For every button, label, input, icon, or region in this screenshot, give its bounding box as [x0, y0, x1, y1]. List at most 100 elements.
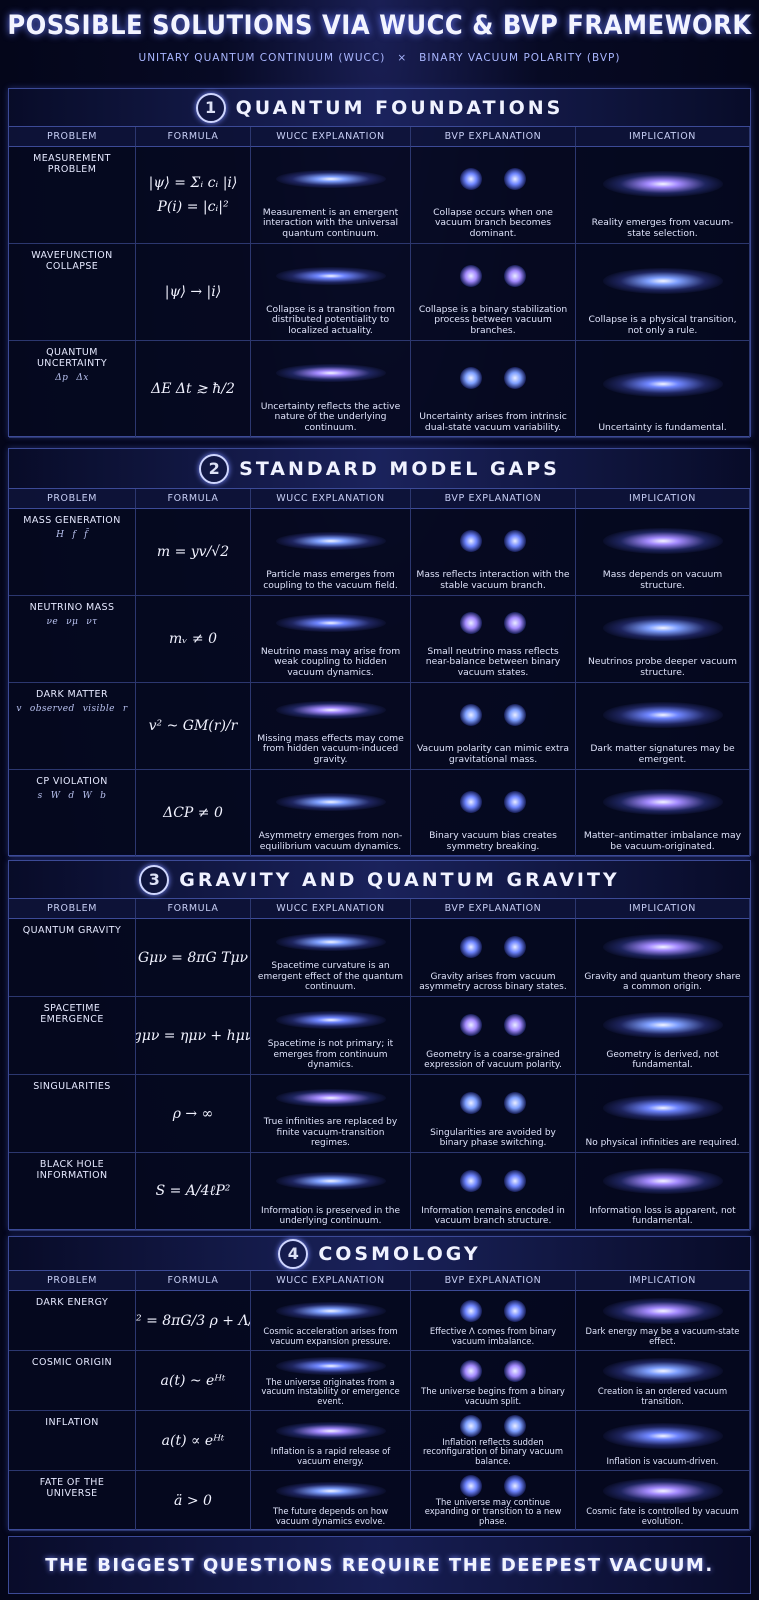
- formula: ρ → ∞: [172, 1105, 214, 1122]
- implication-text: Cosmic fate is controlled by vacuum evol…: [586, 1506, 739, 1527]
- glow-field: [602, 789, 723, 816]
- glow-field: [602, 1011, 723, 1038]
- diagram-labels: Δp Δx: [55, 373, 88, 383]
- problem-cell: QUANTUM GRAVITY: [9, 919, 136, 997]
- wucc-cell: Uncertainty reflects the active nature o…: [251, 341, 411, 438]
- column-header: IMPLICATION: [576, 1271, 750, 1291]
- implication-text: Matter–antimatter imbalance may be vacuu…: [583, 830, 742, 853]
- wucc-cell: Collapse is a transition from distribute…: [251, 244, 411, 341]
- bvp-cell: The universe begins from a binary vacuum…: [411, 1351, 576, 1411]
- formula-cell: S = A/4ℓP²: [136, 1153, 251, 1231]
- illustration: [416, 599, 570, 647]
- problem-cell: QUANTUM UNCERTAINTY Δp Δx: [9, 341, 136, 438]
- bvp-cell: Vacuum polarity can mimic extra gravitat…: [411, 683, 576, 770]
- vacuum-orb: [460, 611, 482, 634]
- vacuum-orb: [460, 167, 482, 190]
- diagram-label: s: [37, 791, 43, 801]
- problem-cell: NEUTRINO MASS νe νμ ντ: [9, 596, 136, 683]
- glow-field: [602, 1477, 723, 1504]
- vacuum-orb: [460, 1013, 482, 1036]
- diagram-label: νμ: [66, 617, 79, 627]
- implication-cell: Neutrinos probe deeper vacuum structure.: [576, 596, 750, 683]
- bvp-cell: Mass reflects interaction with the stabl…: [411, 509, 576, 596]
- column-header: WUCC EXPLANATION: [251, 1271, 411, 1291]
- glow-field: [275, 1301, 386, 1320]
- implication-text: Reality emerges from vacuum-state select…: [591, 217, 734, 240]
- formula: mᵥ ≠ 0: [168, 631, 218, 647]
- illustration: [581, 1156, 744, 1206]
- wucc-cell: The future depends on how vacuum dynamic…: [251, 1471, 411, 1531]
- implication-text: Geometry is derived, not fundamental.: [606, 1049, 719, 1071]
- formula-cell: |ψ⟩ → |i⟩: [136, 244, 251, 341]
- glow-field: [275, 932, 386, 951]
- column-header: PROBLEM: [9, 899, 136, 919]
- glow-field: [602, 1095, 723, 1122]
- illustration: [256, 1474, 405, 1507]
- implication-cell: Creation is an ordered vacuum transition…: [576, 1351, 750, 1411]
- wucc-cell: Cosmic acceleration arises from vacuum e…: [251, 1291, 411, 1351]
- bvp-text: The universe may continue expanding or t…: [424, 1496, 562, 1527]
- diagram-label: W: [82, 791, 93, 801]
- glow-field: [602, 268, 723, 295]
- bvp-cell: Information remains encoded in vacuum br…: [411, 1153, 576, 1231]
- illustration: [416, 1354, 570, 1387]
- bvp-text: Information remains encoded in vacuum br…: [421, 1205, 565, 1227]
- formula: P(i) = |cᵢ|²: [157, 199, 229, 215]
- formula: ΔE Δt ≳ ħ/2: [151, 381, 235, 397]
- bvp-text: Collapse is a binary stabilization proce…: [418, 303, 568, 337]
- bvp-text: Geometry is a coarse-grained expression …: [424, 1049, 562, 1071]
- wucc-text: Uncertainty reflects the active nature o…: [260, 400, 401, 434]
- vacuum-orb: [460, 1414, 482, 1437]
- problem-name: DARK ENERGY: [35, 1297, 109, 1308]
- column-header: BVP EXPLANATION: [411, 127, 576, 147]
- wucc-cell: Spacetime curvature is an emergent effec…: [251, 919, 411, 997]
- column-header: IMPLICATION: [576, 489, 750, 509]
- section: 2 STANDARD MODEL GAPS PROBLEM FORMULA WUCC E…: [8, 448, 751, 857]
- vacuum-orb: [504, 1013, 526, 1036]
- problem-name: INFLATION: [45, 1417, 99, 1428]
- glow-field: [275, 1010, 386, 1029]
- formula: ä > 0: [174, 1492, 212, 1509]
- formula-cell: ΔE Δt ≳ ħ/2: [136, 341, 251, 438]
- implication-text: Mass depends on vacuum structure.: [602, 569, 723, 592]
- vacuum-orb: [504, 1414, 526, 1437]
- vacuum-orb: [504, 1169, 526, 1192]
- bvp-cell: Singularities are avoided by binary phas…: [411, 1075, 576, 1153]
- column-header: BVP EXPLANATION: [411, 1271, 576, 1291]
- glow-field: [602, 1297, 723, 1324]
- formula-cell: Gμν = 8πG Tμν: [136, 919, 251, 997]
- illustration: [256, 1294, 405, 1327]
- formula: a(t) ∝ eᴴᵗ: [161, 1432, 225, 1449]
- illustration: [256, 773, 405, 831]
- glow-field: [602, 615, 723, 642]
- wucc-text: True infinities are replaced by finite v…: [263, 1117, 398, 1149]
- column-header: BVP EXPLANATION: [411, 899, 576, 919]
- diagram-label: H: [56, 530, 65, 540]
- implication-text: Dark energy may be a vacuum-state effect…: [585, 1326, 740, 1347]
- bvp-cell: Uncertainty arises from intrinsic dual-s…: [411, 341, 576, 438]
- subtitle: UNITARY QUANTUM CONTINUUM (WUCC) × BINARY …: [0, 52, 759, 64]
- vacuum-orb: [504, 367, 526, 390]
- column-header: FORMULA: [136, 899, 251, 919]
- problem-name: CP VIOLATION: [36, 776, 108, 787]
- section: 1 QUANTUM FOUNDATIONS PROBLEM FORMULA WUCC E…: [8, 88, 751, 438]
- vacuum-orb: [504, 704, 526, 727]
- diagram-labels: νe νμ ντ: [47, 617, 98, 627]
- glow-field: [602, 370, 723, 397]
- section-header: 2 STANDARD MODEL GAPS: [9, 449, 750, 489]
- wucc-cell: The universe originates from a vacuum in…: [251, 1351, 411, 1411]
- wucc-text: Measurement is an emergent interaction w…: [262, 206, 399, 240]
- vacuum-orb: [504, 1091, 526, 1114]
- wucc-text: Collapse is a transition from distribute…: [266, 303, 395, 337]
- vacuum-orb: [460, 1169, 482, 1192]
- problem-name: FATE OF THE UNIVERSE: [39, 1477, 105, 1499]
- vacuum-orb: [460, 1474, 482, 1497]
- illustration: [256, 686, 405, 734]
- bvp-cell: Small neutrino mass reflects near-balanc…: [411, 596, 576, 683]
- section-header: 1 QUANTUM FOUNDATIONS: [9, 89, 750, 127]
- illustration: [416, 512, 570, 570]
- illustration: [256, 1000, 405, 1039]
- wucc-text: Inflation is a rapid release of vacuum e…: [270, 1446, 391, 1467]
